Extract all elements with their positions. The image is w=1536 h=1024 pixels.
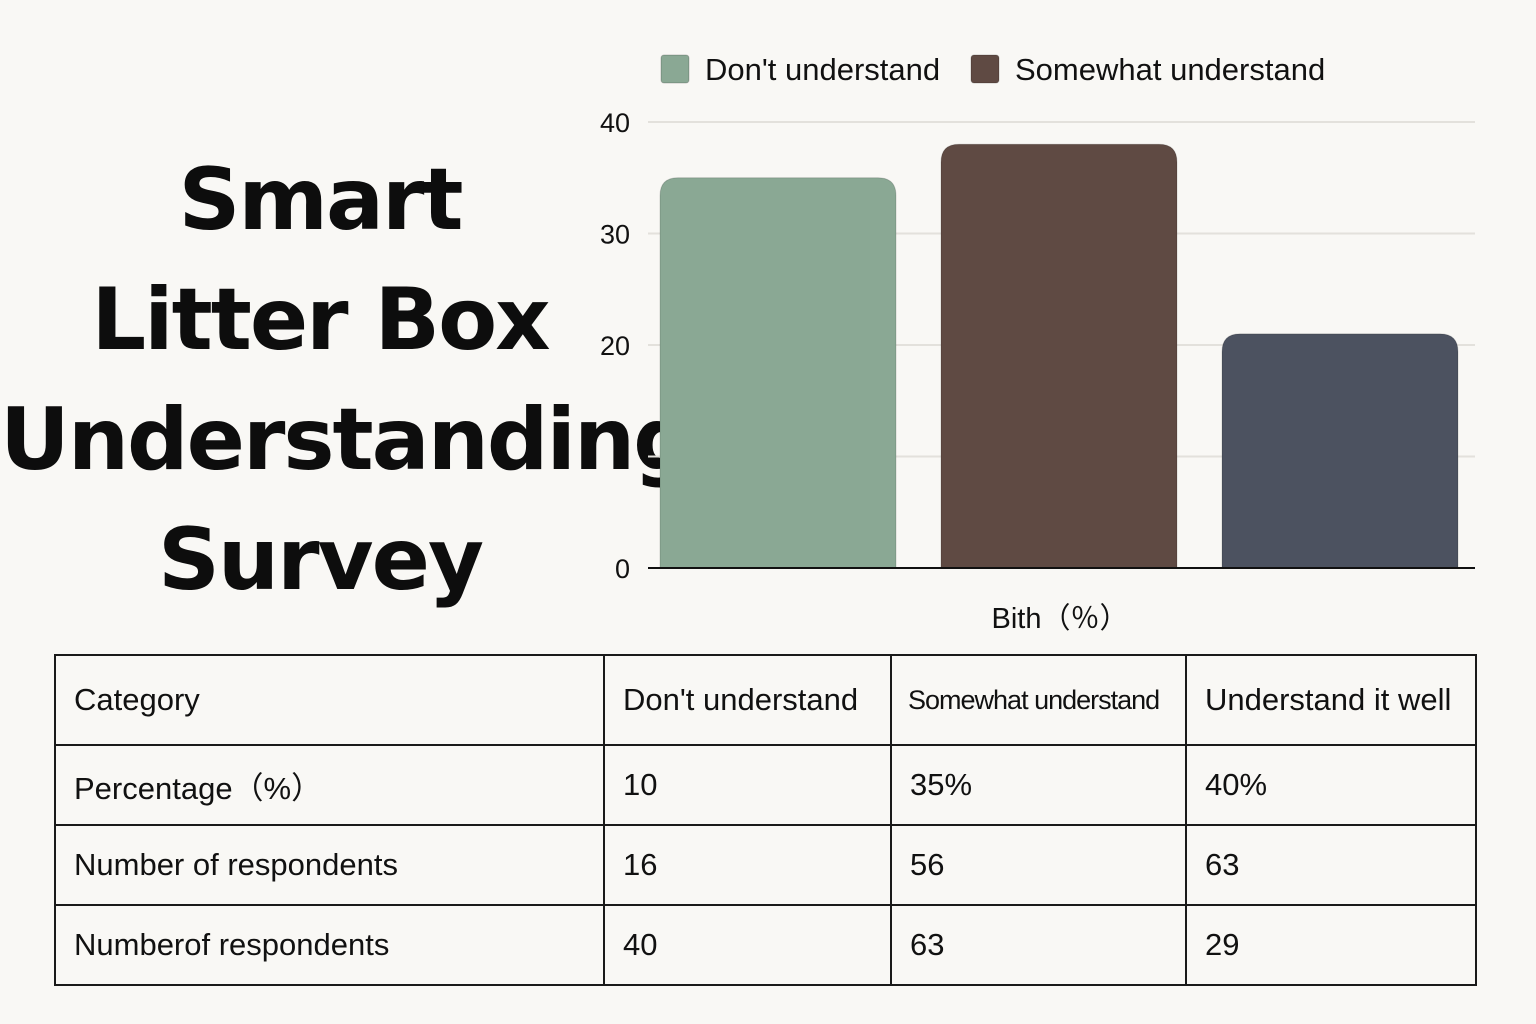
table-row: Number of respondents 16 56 63 [54,824,1477,906]
legend-swatch [660,54,690,84]
y-tick-label: 30 [600,220,630,250]
table-cell: 40 [603,904,892,986]
title-line: Understanding [0,390,695,490]
table-cell: Percentage（%） [54,744,605,826]
table-row: Numberof respondents 40 63 29 [54,904,1477,986]
table-header-cell: Don't understand [603,654,892,746]
table-cell: 40% [1185,744,1477,826]
table-cell: Number of respondents [54,824,605,906]
table-cell: 35% [890,744,1187,826]
y-tick-label: 0 [615,554,630,584]
table-cell: 16 [603,824,892,906]
y-tick-label: 40 [600,108,630,138]
table-cell: 29 [1185,904,1477,986]
table-header-cell: Category [54,654,605,746]
bar [659,177,897,569]
legend-swatch [970,54,1000,84]
table-header-cell: Somewhat understand [890,654,1187,746]
table-cell: 56 [890,824,1187,906]
bar [940,143,1178,569]
title-line: Smart [178,150,463,250]
table-cell: 63 [1185,824,1477,906]
data-table: Category Don't understand Somewhat under… [54,654,1477,986]
chart-title: Smart Litter Box Understanding Survey [0,140,695,620]
table-header-row: Category Don't understand Somewhat under… [54,654,1477,746]
table-cell: 63 [890,904,1187,986]
title-line: Survey [157,510,484,610]
y-tick-label: 20 [600,331,630,361]
legend-label: Don't understand [705,52,940,87]
table-cell: 10 [603,744,892,826]
bar-chart: 0 20 30 40 Bith（％） Don't understand Somewhat u… [600,52,1475,635]
x-axis-label: Bith（％） [992,603,1129,635]
title-line: Litter Box [91,270,550,370]
table-cell: Numberof respondents [54,904,605,986]
table-header-cell: Understand it well [1185,654,1477,746]
table-row: Percentage（%） 10 35% 40% [54,744,1477,826]
legend-label: Somewhat understand [1015,52,1325,87]
bar [1221,333,1459,569]
